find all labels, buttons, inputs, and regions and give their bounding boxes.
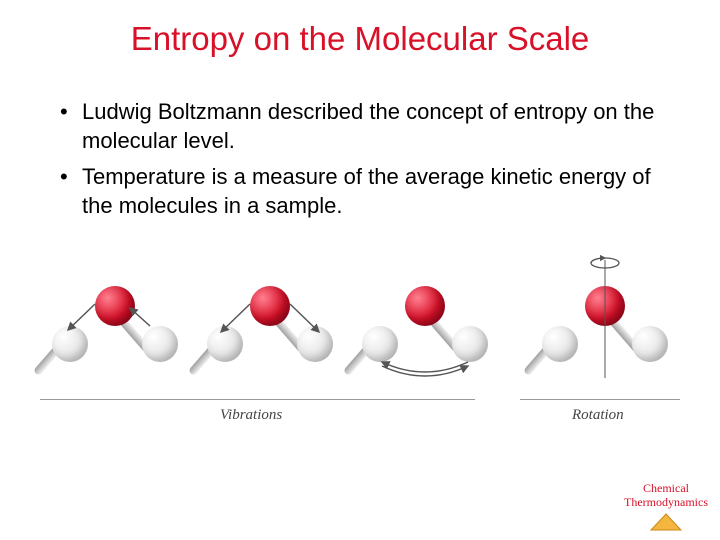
list-item: • Temperature is a measure of the averag… — [60, 163, 660, 220]
oxygen-atom — [250, 286, 290, 326]
footer-line1: Chemical — [624, 482, 708, 496]
list-item: • Ludwig Boltzmann described the concept… — [60, 98, 660, 155]
footer-line2: Thermodynamics — [624, 496, 708, 510]
molecule-stretch-asym — [40, 268, 190, 388]
divider — [520, 399, 680, 400]
caption-rotation: Rotation — [572, 407, 624, 424]
hydrogen-atom — [297, 326, 333, 362]
hydrogen-atom — [142, 326, 178, 362]
oxygen-atom — [585, 286, 625, 326]
triangle-icon — [649, 512, 683, 532]
slide-title: Entropy on the Molecular Scale — [0, 0, 720, 68]
hydrogen-atom — [207, 326, 243, 362]
oxygen-atom — [405, 286, 445, 326]
caption-vibrations: Vibrations — [220, 407, 282, 424]
molecule-stretch-sym — [195, 268, 345, 388]
bullet-text: Ludwig Boltzmann described the concept o… — [82, 98, 660, 155]
hydrogen-atom — [362, 326, 398, 362]
hydrogen-atom — [52, 326, 88, 362]
molecule-bend — [350, 268, 500, 388]
bullet-dot: • — [60, 98, 82, 155]
divider — [40, 399, 475, 400]
oxygen-atom — [95, 286, 135, 326]
hydrogen-atom — [452, 326, 488, 362]
bullet-list: • Ludwig Boltzmann described the concept… — [0, 68, 720, 238]
molecule-rotation — [530, 268, 680, 388]
bullet-text: Temperature is a measure of the average … — [82, 163, 660, 220]
bullet-dot: • — [60, 163, 82, 220]
slide-footer: Chemical Thermodynamics — [624, 482, 708, 532]
hydrogen-atom — [632, 326, 668, 362]
molecule-figure: Vibrations Rotation — [40, 268, 680, 438]
hydrogen-atom — [542, 326, 578, 362]
